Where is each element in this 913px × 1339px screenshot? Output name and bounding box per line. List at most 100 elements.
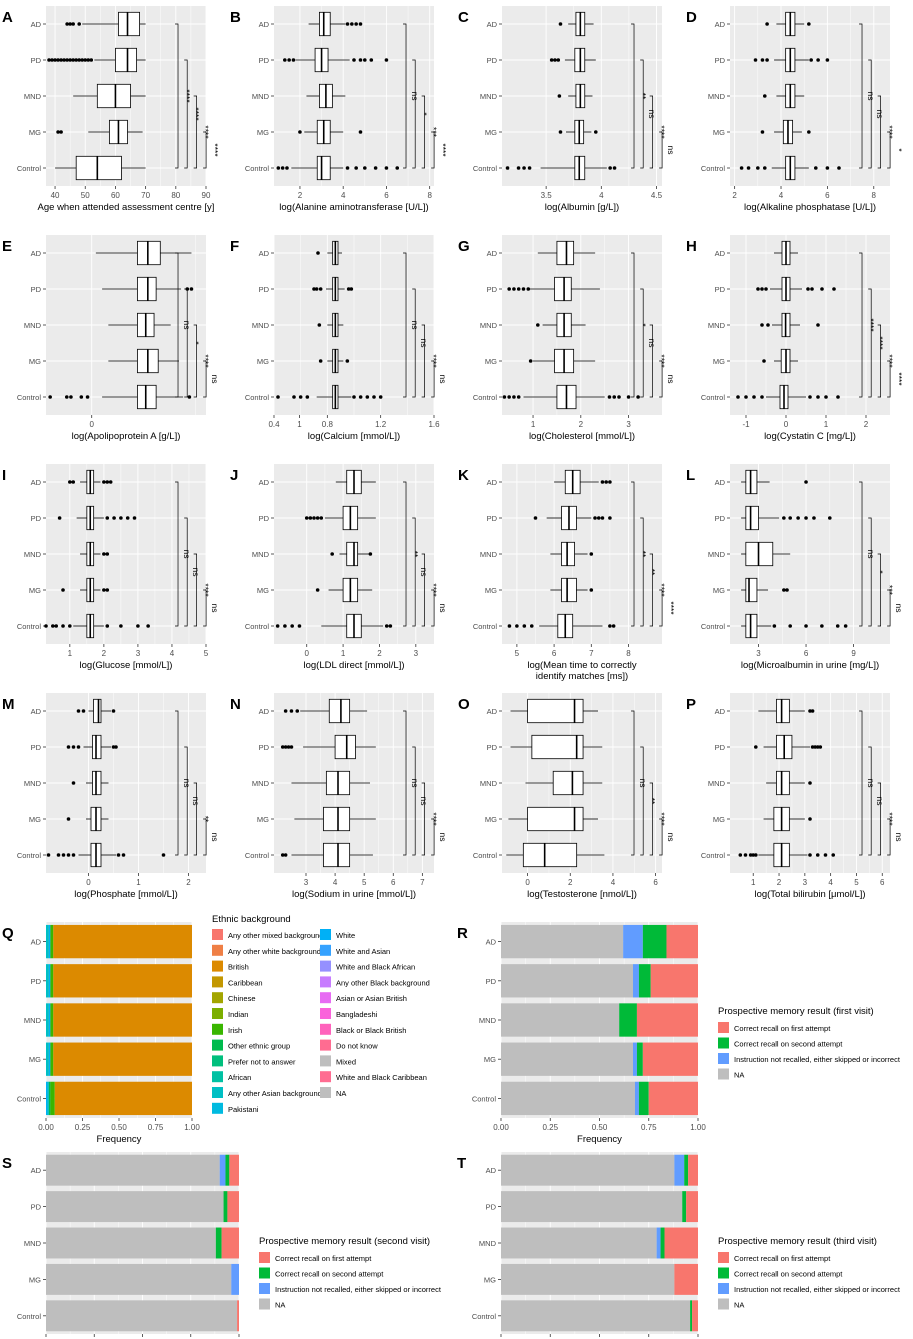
significance-label: **** <box>191 107 201 121</box>
panel-R: R 0.00 0.25 0.50 0.75 1.00 AD PD MND MG Control Fre… <box>457 922 901 1145</box>
x-tick-label: 4 <box>333 878 338 887</box>
box-PD <box>554 276 572 302</box>
outlier-point <box>782 588 786 592</box>
significance-bracket <box>631 710 635 856</box>
y-tick-label: Control <box>245 393 270 402</box>
outlier-point <box>345 166 350 170</box>
significance-bracket <box>877 324 881 398</box>
bar-segment <box>47 1081 49 1116</box>
x-tick-label: 1.6 <box>428 420 440 429</box>
x-axis-label: log(Sodium in urine [mmol/L]) <box>292 889 416 900</box>
y-tick-label: AD <box>31 249 42 258</box>
y-tick-label: PD <box>31 514 42 523</box>
outlier-point <box>68 58 72 62</box>
x-tick-label: 0.50 <box>111 1123 127 1132</box>
panel-N: N 3 4 5 6 7 AD PD MND MG Control log(Sodium in urin… <box>230 693 448 900</box>
outlier-point <box>766 323 770 327</box>
outlier-point <box>804 624 808 628</box>
bar-segment <box>46 1081 48 1116</box>
x-tick-label: 0.75 <box>641 1123 657 1132</box>
outlier-point <box>600 480 605 484</box>
x-tick-label: 1 <box>531 420 536 429</box>
bar-segment <box>648 1081 698 1116</box>
outlier-point <box>79 395 84 399</box>
significance-label: **** <box>210 143 220 157</box>
x-tick-label: 8 <box>872 191 877 200</box>
y-tick-label: MND <box>24 779 42 788</box>
panel-letter: N <box>230 696 241 713</box>
panel-H: H -1 0 1 2 AD PD MND MG Control log(Cystatin C [mg… <box>686 235 904 442</box>
outlier-point <box>746 166 751 170</box>
outlier-point <box>77 22 82 26</box>
bar-segment <box>501 1042 633 1076</box>
outlier-point <box>108 480 113 484</box>
bar-segment <box>50 1042 54 1076</box>
significance-bracket <box>184 517 188 627</box>
outlier-point <box>66 745 71 749</box>
significance-bracket <box>887 131 891 169</box>
x-tick-label: 0.4 <box>268 420 280 429</box>
box-PD <box>745 505 759 531</box>
bar-segment <box>53 924 192 959</box>
bar-segment <box>642 1042 698 1076</box>
panel-letter: B <box>230 9 241 26</box>
significance-label: ns <box>191 568 201 577</box>
outlier-point <box>388 624 393 628</box>
significance-bracket <box>877 782 881 856</box>
legend-label: Other ethnic group <box>228 1042 290 1051</box>
legend-swatch <box>718 1252 729 1263</box>
bar-segment <box>50 964 54 998</box>
outlier-point <box>810 709 815 713</box>
significance-bracket <box>868 288 872 398</box>
significance-bracket <box>421 95 425 169</box>
x-tick-label: 6 <box>880 878 885 887</box>
x-tick-label: 7 <box>589 649 594 658</box>
panel-letter: G <box>458 238 470 255</box>
panel-letter: D <box>686 9 697 26</box>
outlier-point <box>612 395 617 399</box>
bar-segment <box>656 1227 661 1259</box>
legend-label: Any other mixed background <box>228 931 323 940</box>
legend-swatch <box>212 1055 223 1067</box>
significance-label: ns <box>894 833 904 842</box>
box-Control <box>522 842 578 868</box>
significance-label: **** <box>894 372 904 386</box>
outlier-point <box>813 166 818 170</box>
panel-O: O 0 2 4 6 AD PD MND MG Control log(Testosterone [n… <box>458 693 676 900</box>
y-tick-label: Control <box>17 622 42 631</box>
outlier-point <box>59 58 63 62</box>
x-tick-label: 7 <box>420 878 425 887</box>
bar-segment <box>46 1191 224 1223</box>
outlier-point <box>756 287 760 291</box>
x-tick-label: 60 <box>111 191 120 200</box>
significance-bracket <box>640 517 644 627</box>
outlier-point <box>754 853 758 857</box>
y-tick-label: MND <box>252 550 270 559</box>
panel-letter: M <box>2 696 15 713</box>
significance-bracket <box>877 95 881 169</box>
outlier-point <box>105 480 110 484</box>
significance-label: ** <box>647 798 657 805</box>
legend-swatch <box>320 976 331 988</box>
y-tick-label: MG <box>257 815 269 824</box>
bar-segment <box>50 924 54 959</box>
panel-P: P 1 2 3 4 5 6 AD PD MND MG Control log(Total bilirub… <box>686 693 904 900</box>
legend: Prospective memory result (second visit)… <box>259 1236 442 1310</box>
outlier-point <box>810 745 815 749</box>
significance-bracket <box>887 818 891 856</box>
y-tick-label: MG <box>29 1055 41 1064</box>
box-MND <box>552 770 584 796</box>
significance-label: * <box>191 341 201 345</box>
outlier-point <box>56 853 61 857</box>
box-AD <box>328 698 351 724</box>
outlier-point <box>528 359 533 363</box>
outlier-point <box>77 58 82 62</box>
outlier-point <box>283 853 288 857</box>
significance-label: ns <box>666 833 676 842</box>
outlier-point <box>818 745 823 749</box>
y-tick-label: AD <box>259 20 270 29</box>
outlier-point <box>53 58 57 62</box>
outlier-point <box>507 287 511 291</box>
significance-bracket <box>175 710 179 856</box>
legend-swatch <box>718 1053 729 1064</box>
